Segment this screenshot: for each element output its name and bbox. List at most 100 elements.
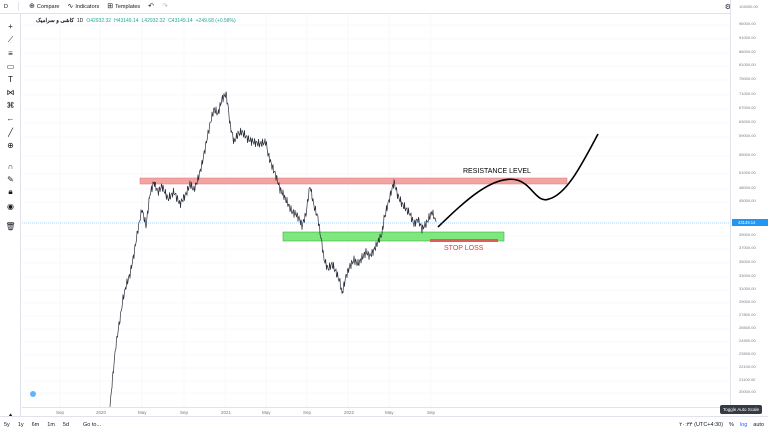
price-tick-label: 96000.00 bbox=[739, 21, 756, 26]
templates-icon: ⊞ bbox=[107, 3, 114, 10]
trash-icon[interactable]: 🗑︎ bbox=[5, 221, 16, 231]
price-tick-label: 104000.00 bbox=[739, 4, 758, 9]
stay-drawing-icon[interactable]: ✎ bbox=[7, 174, 14, 184]
price-tick-label: 59000.00 bbox=[739, 133, 756, 138]
bottom-right-controls: ۲۰:۳۴ (UTC+4:30) % log auto bbox=[679, 417, 764, 432]
price-tick-label: 81000.00 bbox=[739, 62, 756, 67]
crosshair-icon[interactable]: + bbox=[8, 21, 13, 31]
price-tick-label: 24900.00 bbox=[739, 338, 756, 343]
rectangle-icon[interactable]: ▭ bbox=[6, 61, 15, 71]
time-tick-label: Sep bbox=[56, 410, 65, 415]
close-value: C43149.14 bbox=[168, 18, 193, 24]
price-tick-label: 31000.00 bbox=[739, 286, 756, 291]
price-tick-label: 21100.00 bbox=[739, 377, 756, 382]
redo-icon: ↷ bbox=[162, 3, 168, 10]
price-tick-label: 67000.00 bbox=[739, 105, 756, 110]
compare-label: Compare bbox=[36, 3, 60, 10]
templates-label: Templates bbox=[115, 3, 141, 10]
indicators-icon: ∿ bbox=[67, 3, 74, 10]
price-tick-label: 35000.00 bbox=[739, 259, 756, 264]
resistance-zone[interactable] bbox=[139, 177, 568, 185]
range-1y-button[interactable]: 1y bbox=[17, 421, 24, 428]
projection-curve[interactable] bbox=[437, 133, 599, 228]
symbol-search-button[interactable]: D bbox=[0, 0, 12, 14]
current-price-tag: 43149.14 bbox=[732, 219, 768, 226]
stop-loss-zone[interactable] bbox=[430, 239, 498, 242]
resistance-label: RESISTANCE LEVEL bbox=[463, 168, 531, 175]
arrow-icon[interactable]: ← bbox=[6, 113, 15, 123]
open-value: O42932.32 bbox=[86, 18, 112, 24]
price-axis[interactable]: 43149.14 104000.00 96000.00 91000.00 86000.… bbox=[730, 0, 768, 407]
pattern-icon[interactable]: ⋈ bbox=[6, 87, 15, 97]
symbol-name[interactable]: کاشی و سرامیک bbox=[36, 18, 74, 24]
range-6m-button[interactable]: 6m bbox=[31, 421, 40, 428]
chart-grid bbox=[22, 7, 730, 407]
interval-label: 1D bbox=[76, 18, 84, 24]
prediction-icon[interactable]: ⌘ bbox=[6, 100, 15, 110]
price-tick-label: 27800.00 bbox=[739, 312, 756, 317]
time-tick-label: 2021 bbox=[221, 410, 232, 415]
time-axis[interactable]: Sep 2020 May Sep 2021 May Sep 2022 May Sep bbox=[22, 407, 730, 416]
trend-line-icon[interactable]: ⟋ bbox=[7, 35, 14, 44]
price-tick-label: 48000.00 bbox=[739, 185, 756, 190]
time-tick-label: Sep bbox=[180, 410, 189, 415]
symbol-initial: D bbox=[4, 3, 8, 10]
price-tick-label: 75000.00 bbox=[739, 76, 756, 81]
top-toolbar: D ⊕ Compare ∿ Indicators ⊞ Templates ↶ ↷ ⚙ … bbox=[0, 0, 768, 14]
magnet-icon[interactable]: ∩ bbox=[7, 161, 14, 171]
log-toggle[interactable]: log bbox=[739, 422, 748, 428]
price-tick-label: 23500.00 bbox=[739, 351, 756, 356]
lock-icon[interactable]: 🔒︎ bbox=[8, 187, 13, 196]
add-circle-icon: ⊕ bbox=[28, 3, 35, 10]
time-tick-label: May bbox=[385, 410, 394, 415]
price-tick-label: 55000.00 bbox=[739, 152, 756, 157]
high-value: H43149.14 bbox=[114, 18, 139, 24]
eye-icon[interactable]: ◉ bbox=[7, 201, 14, 211]
price-chart-svg[interactable] bbox=[22, 7, 730, 407]
time-tick-label: 2022 bbox=[344, 410, 355, 415]
time-tick-label: Sep bbox=[303, 410, 312, 415]
chart-pane[interactable] bbox=[22, 7, 730, 407]
clock-display[interactable]: ۲۰:۳۴ (UTC+4:30) bbox=[679, 422, 724, 428]
measure-icon[interactable]: ╱ bbox=[8, 127, 13, 137]
chart-legend: کاشی و سرامیک 1D O42932.32 H43149.14 L42… bbox=[36, 18, 236, 24]
time-tick-label: May bbox=[262, 410, 271, 415]
low-value: L42932.32 bbox=[141, 18, 166, 24]
price-tick-label: 71000.00 bbox=[739, 91, 756, 96]
price-tick-label: 37000.00 bbox=[739, 245, 756, 250]
object-tree-icon[interactable]: ⬧ bbox=[3, 410, 18, 422]
horizontal-lines-icon[interactable]: ≡ bbox=[8, 48, 13, 58]
range-5d-button[interactable]: 5d bbox=[62, 421, 70, 428]
undo-button[interactable]: ↶ bbox=[144, 0, 158, 14]
auto-scale-tooltip: Toggle Auto Scale bbox=[720, 405, 763, 414]
price-tick-label: 86000.00 bbox=[739, 49, 756, 54]
compare-button[interactable]: ⊕ Compare bbox=[25, 0, 64, 14]
price-tick-label: 26500.00 bbox=[739, 325, 756, 330]
range-1m-button[interactable]: 1m bbox=[47, 421, 55, 428]
auto-toggle[interactable]: auto bbox=[753, 422, 764, 428]
undo-icon: ↶ bbox=[148, 3, 155, 10]
zoom-icon[interactable]: ⊕ bbox=[7, 140, 14, 150]
price-series-line bbox=[109, 91, 437, 407]
price-tick-label: 20000.00 bbox=[739, 389, 756, 394]
indicators-button[interactable]: ∿ Indicators bbox=[63, 0, 103, 14]
time-tick-label: May bbox=[138, 410, 147, 415]
time-tick-label: 2020 bbox=[96, 410, 107, 415]
price-tick-label: 22100.00 bbox=[739, 364, 756, 369]
time-tick-label: Sep bbox=[427, 410, 436, 415]
templates-button[interactable]: ⊞ Templates bbox=[103, 0, 144, 14]
goto-button[interactable]: Go to... bbox=[83, 421, 102, 428]
drawing-toolbar: + ⟋ ≡ ▭ T ⋈ ⌘ ← ╱ ⊕ ∩ ✎ 🔒︎ ◉ 🗑︎ ⬧ bbox=[0, 14, 21, 432]
text-icon[interactable]: T bbox=[8, 74, 13, 84]
price-tick-label: 91000.00 bbox=[739, 35, 756, 40]
stop-loss-label: STOP LOSS bbox=[444, 245, 484, 252]
price-tick-label: 33000.00 bbox=[739, 273, 756, 278]
support-zone[interactable] bbox=[282, 231, 505, 242]
settings-icon[interactable]: ⚙ bbox=[724, 3, 731, 11]
price-tick-label: 63000.00 bbox=[739, 119, 756, 124]
change-value: +249.68 (+0.58%) bbox=[195, 18, 236, 24]
redo-button[interactable]: ↷ bbox=[158, 0, 172, 14]
percent-toggle[interactable]: % bbox=[729, 422, 734, 428]
range-5y-button[interactable]: 5y bbox=[4, 421, 10, 428]
